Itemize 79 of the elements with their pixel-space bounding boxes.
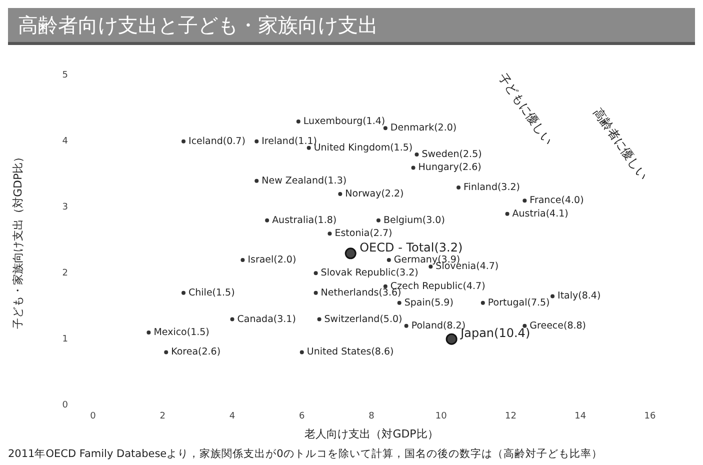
x-tick-label: 16: [644, 412, 656, 422]
point: [254, 139, 259, 144]
point: [164, 350, 168, 354]
annotation: United States(8.6): [306, 346, 394, 358]
y-axis-title: 子ども・家族向け支出（対GDP比）: [11, 151, 24, 330]
point: [456, 185, 461, 190]
x-tick-label: 0: [90, 412, 96, 422]
x-axis-title: 老人向け支出（対GDP比）: [304, 427, 438, 440]
annotation: Korea(2.6): [171, 346, 221, 358]
point: [230, 317, 234, 322]
point: [446, 333, 458, 345]
annotation: Estonia(2.7): [334, 228, 392, 240]
annotation: Iceland(0.7): [188, 136, 246, 147]
y-tick-label: 2: [62, 268, 68, 279]
annotation: Finland(3.2): [464, 182, 520, 193]
x-tick-label: 10: [435, 412, 448, 422]
y-tick-label: 4: [62, 136, 68, 147]
annotation: Chile(1.5): [188, 287, 235, 298]
y-tick-label: 3: [62, 202, 68, 213]
x-tick-label: 2: [160, 412, 166, 422]
annotation: France(4.0): [530, 195, 584, 206]
point: [146, 330, 151, 334]
annotation: New Zealand(1.3): [262, 175, 347, 186]
point: [344, 248, 356, 260]
annotation: 高齢者に優しい: [590, 105, 652, 184]
annotation: 子どもに優しい: [494, 70, 556, 149]
x-tick-label: 12: [505, 412, 516, 422]
annotation: Australia(1.8): [272, 214, 337, 226]
point: [300, 350, 304, 354]
point: [328, 232, 332, 236]
chart-title: 高齢者向け支出と子ども・家族向け支出: [8, 8, 695, 45]
point: [296, 120, 300, 124]
annotation: Denmark(2.0): [390, 122, 457, 134]
annotation: Spain(5.9): [404, 297, 454, 308]
point: [505, 212, 510, 216]
annotation: Hungary(2.6): [418, 162, 482, 174]
point: [182, 290, 186, 295]
annotation: Switzerland(5.0): [324, 314, 402, 325]
annotation: Mexico(1.5): [154, 326, 210, 338]
point: [240, 258, 245, 262]
annotation: Luxembourg(1.4): [303, 116, 386, 128]
annotation: Israel(2.0): [248, 254, 296, 266]
x-tick-label: 8: [368, 412, 375, 422]
annotation: Austria(4.1): [512, 208, 568, 220]
point: [404, 324, 408, 328]
y-tick-label: 0: [62, 400, 68, 410]
point: [254, 178, 259, 183]
point: [414, 152, 419, 157]
point: [265, 218, 270, 222]
point: [411, 166, 416, 170]
annotation: Greece(8.8): [530, 320, 586, 332]
x-tick-label: 14: [574, 412, 586, 422]
annotation: OECD - Total(3.2): [360, 240, 463, 255]
point: [314, 271, 318, 276]
point: [386, 258, 391, 262]
y-tick-label: 1: [62, 334, 68, 344]
point: [397, 300, 402, 305]
annotation: Canada(3.1): [237, 314, 296, 325]
annotation: Sweden(2.5): [422, 148, 482, 160]
annotation: Portugal(7.5): [488, 297, 550, 308]
x-tick-label: 4: [229, 412, 236, 422]
point: [306, 146, 311, 150]
point: [383, 126, 388, 130]
point: [317, 317, 322, 322]
point: [376, 218, 380, 222]
y-tick-label: 5: [62, 70, 68, 81]
annotation: Norway(2.2): [345, 188, 404, 200]
annotation: Italy(8.4): [558, 290, 601, 302]
point: [314, 290, 318, 295]
text: 2011年OECD Family Databeseより，家族関係支出が0のトルコを除いて計算，国名の後の数字は（高齢対子ども比率）: [8, 447, 604, 461]
annotation: Belgium(3.0): [383, 214, 445, 226]
point: [338, 192, 342, 196]
annotation: Slovak Republic(3.2): [320, 268, 418, 279]
point: [480, 300, 485, 305]
x-tick-label: 6: [299, 412, 306, 422]
point: [182, 139, 186, 144]
point: [428, 264, 433, 269]
point: [522, 198, 527, 203]
point: [550, 294, 555, 298]
